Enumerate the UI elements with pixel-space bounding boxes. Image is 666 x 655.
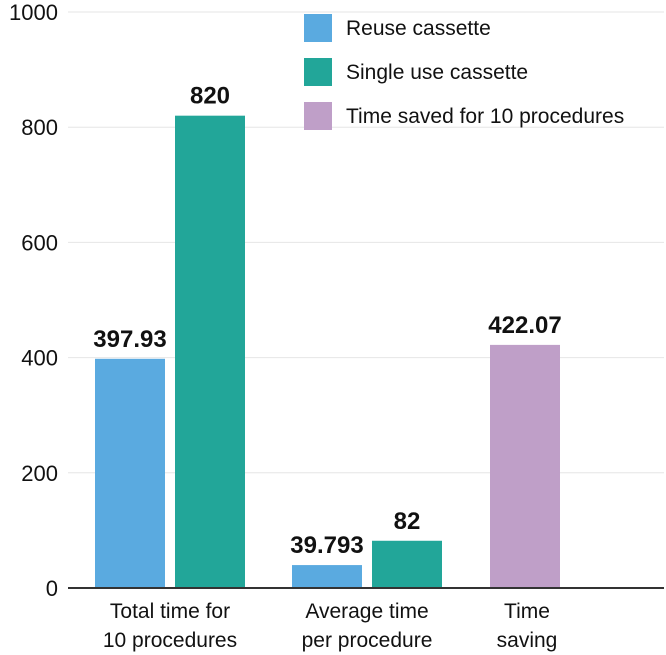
x-category-label: 10 procedures xyxy=(103,629,237,652)
bars xyxy=(95,115,560,589)
legend-swatch xyxy=(304,102,332,130)
y-tick-label: 0 xyxy=(46,576,58,601)
bar xyxy=(175,115,245,589)
x-axis-categories: Total time for 10 procedures Average time p… xyxy=(103,600,557,652)
bar xyxy=(372,540,442,588)
x-category-label: saving xyxy=(497,629,558,652)
data-label: 397.93 xyxy=(93,326,166,353)
bar xyxy=(490,344,560,588)
bar xyxy=(95,358,165,588)
y-tick-label: 1000 xyxy=(9,0,58,25)
x-category-label: per procedure xyxy=(302,629,433,652)
data-label: 39.793 xyxy=(290,532,363,559)
legend-label: Single use cassette xyxy=(346,61,528,84)
x-category-label: Total time for xyxy=(110,600,230,623)
data-label: 82 xyxy=(394,508,421,535)
y-tick-label: 600 xyxy=(21,230,58,255)
bar xyxy=(292,565,362,588)
x-category-label: Time xyxy=(504,600,550,623)
legend-swatch xyxy=(304,14,332,42)
data-labels: 397.93 39.793 820 82 422.07 xyxy=(93,83,561,559)
y-tick-label: 800 xyxy=(21,115,58,140)
legend-label: Time saved for 10 procedures xyxy=(346,105,624,128)
x-category-label: Average time xyxy=(305,600,428,623)
y-axis-ticks: 0 200 400 600 800 1000 xyxy=(9,0,58,601)
y-tick-label: 400 xyxy=(21,346,58,371)
legend: Reuse cassette Single use cassette Time sa… xyxy=(304,14,624,130)
gridlines xyxy=(68,11,664,474)
data-label: 820 xyxy=(190,83,230,110)
legend-swatch xyxy=(304,58,332,86)
y-tick-label: 200 xyxy=(21,461,58,486)
legend-label: Reuse cassette xyxy=(346,17,491,40)
data-label: 422.07 xyxy=(488,312,561,339)
